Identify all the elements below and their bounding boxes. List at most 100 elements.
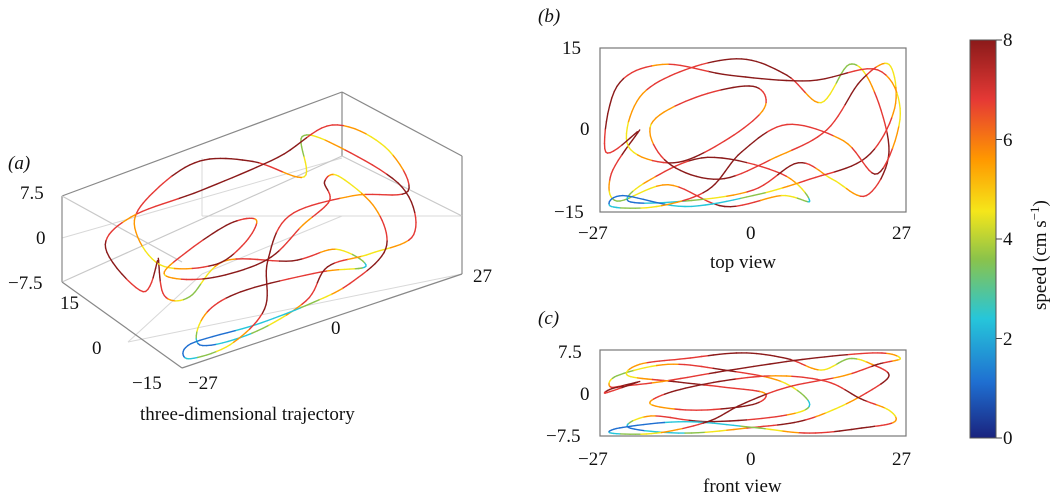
top-view-segment xyxy=(746,189,754,193)
trajectory-3d-segment xyxy=(330,262,336,266)
front-view-segment xyxy=(685,386,692,389)
trajectory-3d-segment xyxy=(351,253,358,258)
trajectory-3d-segment xyxy=(304,272,314,276)
top-view-segment xyxy=(697,198,706,201)
top-view-segment xyxy=(735,172,743,177)
trajectory-3d-segment xyxy=(372,204,377,210)
top-view-segment xyxy=(871,85,875,92)
trajectory-3d-segment xyxy=(302,150,305,158)
top-view-segment xyxy=(750,59,758,63)
front-view-segment xyxy=(739,425,748,428)
top-view-segment xyxy=(885,74,890,80)
top-view-segment xyxy=(833,115,839,122)
top-view-segment xyxy=(686,65,695,69)
top-view-segment xyxy=(629,110,633,118)
top-view-segment xyxy=(867,77,871,83)
top-view-segment xyxy=(626,195,633,198)
top-view-segment xyxy=(797,124,805,127)
front-view-segment xyxy=(801,376,809,379)
top-view-segment xyxy=(619,77,625,83)
front-view-segment xyxy=(651,378,659,381)
top-view-segment xyxy=(891,140,896,150)
trajectory-3d-segment xyxy=(188,245,195,251)
front-view-segment xyxy=(619,372,625,376)
b-x-tick-27: 27 xyxy=(892,223,911,244)
front-view-segment xyxy=(777,360,787,364)
top-view-segment xyxy=(829,88,834,95)
trajectory-3d-segment xyxy=(268,251,271,258)
trajectory-3d-segment xyxy=(185,248,191,254)
top-view-segment xyxy=(684,98,692,103)
front-view-segment xyxy=(707,381,715,385)
trajectory-3d-segment xyxy=(266,317,274,322)
top-view-segment xyxy=(714,179,720,185)
front-view-segment xyxy=(729,378,737,381)
trajectory-3d-segment xyxy=(145,195,151,201)
trajectory-3d-segment xyxy=(261,308,266,314)
trajectory-3d-segment xyxy=(121,273,128,280)
front-view-segment xyxy=(722,369,731,372)
top-view-segment xyxy=(684,199,693,202)
trajectory-3d-segment xyxy=(325,199,334,203)
top-view-segment xyxy=(616,81,621,88)
trajectory-3d-segment xyxy=(273,231,278,238)
front-view-segment xyxy=(843,373,849,377)
trajectory-3d-segment xyxy=(263,159,272,165)
top-view-segment xyxy=(609,97,613,107)
top-view-segment xyxy=(752,187,760,191)
top-view-segment xyxy=(628,139,633,146)
top-view-segment xyxy=(880,109,884,119)
top-view-segment xyxy=(718,200,727,204)
trajectory-3d-segment xyxy=(322,295,328,299)
trajectory-3d-segment xyxy=(269,246,273,253)
trajectory-3d-segment xyxy=(371,164,381,171)
top-view-segment xyxy=(875,96,880,105)
trajectory-3d-segment xyxy=(272,236,276,243)
front-view-segment xyxy=(752,426,760,429)
top-view-segment xyxy=(659,111,665,116)
trajectory-3d-segment xyxy=(207,276,215,279)
top-view-segment xyxy=(826,171,835,175)
trajectory-3d-segment xyxy=(343,250,349,254)
top-view-segment xyxy=(898,102,901,110)
trajectory-3d-segment xyxy=(365,252,372,256)
top-view-segment xyxy=(786,183,794,188)
top-view-segment xyxy=(757,134,764,139)
front-view-segment xyxy=(707,371,717,375)
top-view-segment xyxy=(604,121,608,131)
top-view-segment xyxy=(843,140,849,145)
front-view-segment xyxy=(827,377,835,380)
top-view-segment xyxy=(814,174,823,179)
trajectory-3d-segment xyxy=(325,269,334,272)
front-view-segment xyxy=(718,353,726,355)
trajectory-3d-segment xyxy=(348,126,356,130)
top-view-segment xyxy=(724,166,729,173)
front-view-segment xyxy=(633,381,639,385)
front-view-segment xyxy=(845,428,853,431)
top-view-segment xyxy=(809,79,818,82)
top-view-segment xyxy=(698,151,706,156)
trajectory-3d-segment xyxy=(189,341,196,345)
trajectory-3d-segment xyxy=(296,258,304,261)
top-view-segment xyxy=(762,131,769,136)
b-y-tick-0: 0 xyxy=(580,119,590,140)
top-view-segment xyxy=(693,67,702,71)
top-view-segment xyxy=(683,188,691,193)
trajectory-3d-segment xyxy=(226,330,236,334)
front-view-segment xyxy=(749,398,755,402)
top-view-segment xyxy=(764,190,772,194)
front-view-segment xyxy=(766,391,773,395)
front-view-segment xyxy=(735,371,744,374)
front-view-segment xyxy=(801,357,811,361)
trajectory-3d-segment xyxy=(224,272,233,276)
trajectory-3d-segment xyxy=(344,179,350,184)
top-view-segment xyxy=(880,133,886,141)
top-view-segment xyxy=(713,89,722,93)
trajectory-3d-segment xyxy=(353,276,359,282)
trajectory-3d-segment xyxy=(256,258,266,261)
top-view-segment xyxy=(737,159,747,164)
front-view-segment xyxy=(740,427,748,430)
top-view-segment xyxy=(856,159,863,165)
trajectory-3d-segment xyxy=(229,341,235,346)
top-view-segment xyxy=(728,134,735,139)
